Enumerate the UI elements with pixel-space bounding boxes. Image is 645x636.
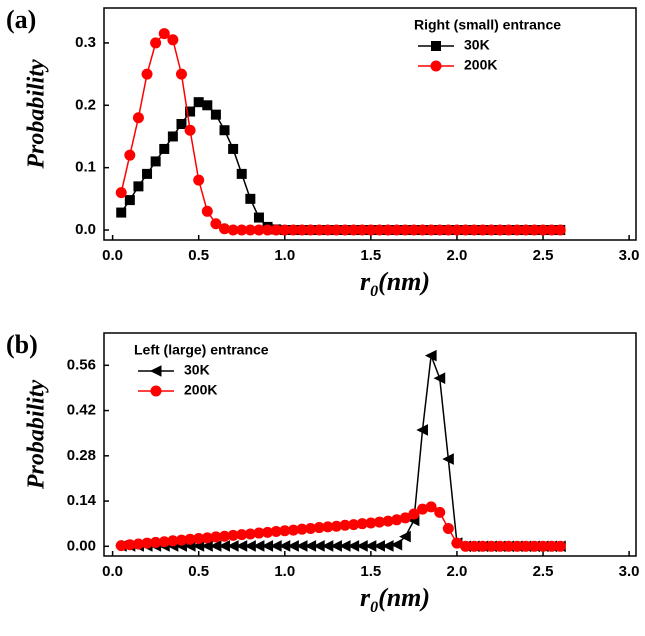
x-tick-label: 2.5 xyxy=(533,247,554,264)
marker xyxy=(132,112,144,124)
x-tick-label: 2.0 xyxy=(447,563,468,580)
marker xyxy=(124,149,136,161)
marker xyxy=(381,540,394,552)
y-tick-label: 0.56 xyxy=(67,356,96,373)
marker xyxy=(150,156,161,167)
marker xyxy=(116,207,127,218)
x-tick-label: 1.5 xyxy=(360,563,381,580)
x-label-var: r xyxy=(360,267,371,296)
legend-title: Right (small) entrance xyxy=(414,17,561,33)
marker xyxy=(142,168,153,179)
series-line xyxy=(120,101,561,231)
panel-label: (b) xyxy=(6,330,38,359)
x-tick-label: 0.0 xyxy=(102,247,123,264)
marker xyxy=(431,41,441,51)
series-markers xyxy=(116,97,566,236)
marker xyxy=(115,187,127,199)
x-tick-label: 3.0 xyxy=(619,563,640,580)
x-tick-label: 3.0 xyxy=(619,247,640,264)
marker xyxy=(399,530,411,543)
marker xyxy=(167,34,179,46)
x-label-unit: (nm) xyxy=(378,583,430,612)
marker xyxy=(133,181,144,192)
marker xyxy=(210,218,222,230)
marker xyxy=(554,224,566,236)
marker xyxy=(554,540,566,552)
marker xyxy=(175,68,187,80)
y-tick-label: 0.28 xyxy=(67,447,96,464)
marker xyxy=(416,424,429,436)
x-tick-label: 2.0 xyxy=(447,247,468,264)
marker xyxy=(141,68,153,80)
marker xyxy=(150,385,162,397)
legend-label: 30K xyxy=(184,362,210,378)
marker xyxy=(202,100,213,111)
marker xyxy=(124,195,135,206)
marker xyxy=(193,174,205,186)
plot-frame xyxy=(103,332,637,557)
legend-title: Left (large) entrance xyxy=(134,342,269,358)
x-tick-label: 2.5 xyxy=(533,563,554,580)
y-axis-label: Probability xyxy=(24,379,50,490)
y-axis-label: Probability xyxy=(24,59,50,170)
marker xyxy=(176,119,187,129)
y-tick-label: 0.0 xyxy=(75,221,96,238)
marker xyxy=(442,523,454,535)
marker xyxy=(228,143,239,154)
marker xyxy=(184,124,196,136)
x-tick-label: 1.0 xyxy=(274,247,295,264)
x-tick-label: 1.5 xyxy=(360,247,381,264)
marker xyxy=(245,193,256,204)
marker xyxy=(219,125,230,136)
legend-label: 30K xyxy=(464,37,490,53)
marker xyxy=(425,349,437,362)
y-tick-label: 0.42 xyxy=(67,402,96,419)
marker xyxy=(158,28,170,40)
marker xyxy=(425,501,437,513)
x-label-sub: 0 xyxy=(370,599,378,616)
marker xyxy=(434,506,446,518)
x-axis-label: r0(nm) xyxy=(360,583,430,616)
marker xyxy=(390,538,403,551)
marker xyxy=(408,508,420,520)
plot-frame xyxy=(103,7,637,241)
x-axis-label: r0(nm) xyxy=(360,267,430,300)
y-tick-label: 0.2 xyxy=(75,96,96,113)
marker xyxy=(149,365,162,377)
series-markers xyxy=(115,28,566,236)
marker xyxy=(236,168,247,179)
y-tick-label: 0.3 xyxy=(75,34,96,51)
marker xyxy=(185,106,196,117)
series-markers xyxy=(115,501,566,552)
marker xyxy=(253,212,264,223)
marker xyxy=(201,205,213,217)
y-tick-label: 0.14 xyxy=(67,492,97,509)
marker xyxy=(150,37,162,49)
x-tick-label: 0.5 xyxy=(188,563,209,580)
marker xyxy=(433,372,446,385)
marker xyxy=(210,109,221,120)
legend-label: 200K xyxy=(184,382,217,398)
marker xyxy=(442,453,454,465)
y-tick-label: 0.00 xyxy=(67,537,96,554)
y-tick-label: 0.1 xyxy=(75,159,96,176)
x-label-var: r xyxy=(360,583,371,612)
legend-label: 200K xyxy=(464,57,497,73)
x-label-sub: 0 xyxy=(370,283,378,300)
marker xyxy=(167,131,178,142)
marker xyxy=(159,143,170,154)
x-tick-label: 0.5 xyxy=(188,247,209,264)
marker xyxy=(193,97,204,108)
marker xyxy=(430,60,442,72)
x-tick-label: 0.0 xyxy=(102,563,123,580)
x-label-unit: (nm) xyxy=(378,267,430,296)
panel-label: (a) xyxy=(6,5,36,34)
x-tick-label: 1.0 xyxy=(274,563,295,580)
